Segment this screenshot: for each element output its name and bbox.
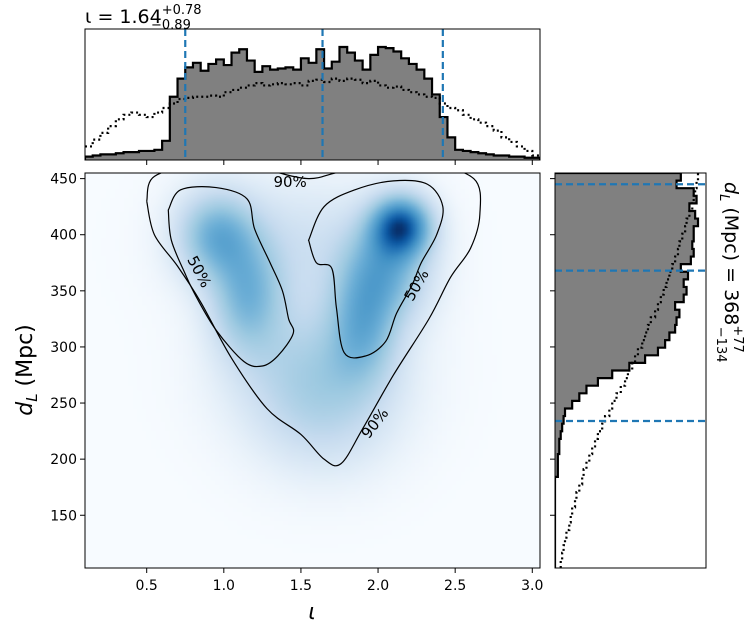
- x-axis-label: ι: [308, 600, 315, 625]
- top-axes-frame: [84, 28, 541, 161]
- y-axis-label: dL (Mpc): [13, 324, 41, 416]
- x-tick-label-3: 2.0: [367, 578, 389, 594]
- right-posterior-line: [555, 173, 700, 568]
- contour-50-1: [167, 186, 295, 368]
- y-tick-label-2: 250: [50, 396, 77, 412]
- y-tick-label-5: 400: [50, 228, 77, 244]
- x-tick-label-2: 1.5: [290, 578, 312, 594]
- y-tick-label-6: 450: [50, 172, 77, 188]
- y-tick-label-0: 150: [50, 508, 77, 524]
- x-tick-label-0: 0.5: [136, 578, 158, 594]
- top-histogram: [85, 29, 540, 160]
- x-tick-label-4: 2.5: [444, 578, 466, 594]
- top-title-sub: −0.89: [151, 18, 191, 33]
- top-posterior-line: [85, 45, 540, 160]
- top-title: ι = 1.64+0.78: [85, 3, 202, 28]
- y-tick-label-1: 200: [50, 452, 77, 468]
- main-x-ticks: 0.5 1.0 1.5 2.0 2.5 3.0: [136, 568, 543, 594]
- top-x-ticks: [146, 160, 533, 165]
- x-tick-label-5: 3.0: [521, 578, 543, 594]
- right-title: dL (Mpc) = 368+77−134: [713, 182, 745, 363]
- top-prior-line: [85, 77, 540, 157]
- contour-50-2: [307, 179, 444, 359]
- contours: [146, 173, 482, 467]
- joint-panel: 90%50% 50%90% 0.5 1.0 1.5 2.0 2.5 3.0 15020025…: [13, 172, 543, 625]
- y-tick-label-4: 350: [50, 284, 77, 300]
- density-heatmap: [85, 173, 540, 568]
- main-axes-frame: [84, 172, 541, 569]
- right-marginal-panel: dL (Mpc) = 368+77−134: [550, 172, 745, 569]
- contour-90-0: [146, 173, 482, 467]
- right-axes-frame: [554, 172, 707, 569]
- main-y-ticks: 150 200 250 300 350 400 450: [50, 172, 85, 524]
- right-y-ticks: [550, 178, 555, 516]
- y-tick-label-3: 300: [50, 340, 77, 356]
- top-marginal-panel: ι = 1.64+0.78 −0.89: [84, 3, 541, 165]
- right-histogram: [555, 173, 706, 568]
- x-tick-label-1: 1.0: [213, 578, 235, 594]
- contour-label-0: 90%: [273, 173, 306, 191]
- top-posterior-fill: [85, 47, 540, 160]
- right-dashed-lines: [555, 183, 706, 423]
